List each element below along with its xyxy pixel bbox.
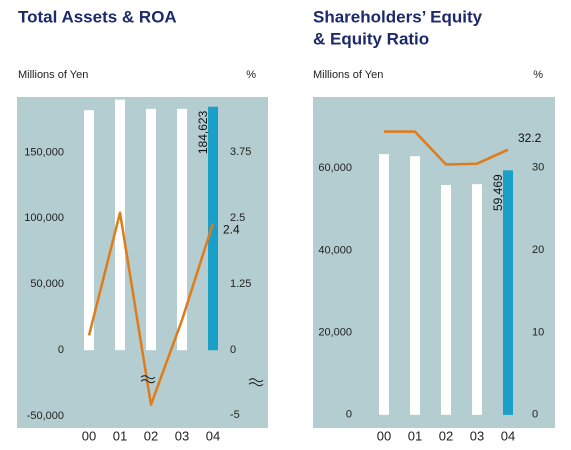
x-tick-label: 04 [206,428,220,443]
line-value-label: 32.2 [518,131,542,145]
y-tick-label: 150,000 [24,146,64,158]
axis-break [140,379,156,384]
axis-break [140,375,156,380]
y-tick-label: 50,000 [30,278,64,290]
x-tick-label: 02 [439,428,453,443]
plot-background [17,97,268,428]
bar [503,170,513,415]
line [87,211,215,406]
y-tick-label: 40,000 [318,244,352,256]
y-tick-label: 0 [58,344,64,356]
y2-tick-label: 3.75 [230,146,251,158]
bar-value-label: 184,623 [196,110,210,154]
bar [115,99,125,351]
y-tick-label: 20,000 [318,327,352,339]
x-tick-label: 02 [144,428,158,443]
y2-tick-label: 0 [230,344,236,356]
chart-title: & Equity Ratio [313,29,429,48]
x-tick-label: 03 [175,428,189,443]
bar [177,108,187,351]
chart-title: Shareholders’ Equity [313,7,483,26]
y2-tick-label: 30 [532,162,544,174]
y2-tick-label: 10 [532,326,544,338]
line [384,130,509,166]
x-tick-label: 03 [470,428,484,443]
x-tick-label: 00 [377,428,391,443]
y2-axis-label: % [533,69,543,81]
y-axis-label: Millions of Yen [18,69,88,81]
bar [410,156,420,415]
bar [84,110,94,351]
y-tick-label: 0 [346,409,352,421]
plot-background [313,97,555,428]
y2-axis-label: % [246,69,256,81]
axis-break [248,382,264,387]
bar [441,184,451,415]
y2-tick-label: 0 [532,409,538,421]
y-tick-label: -50,000 [27,410,64,422]
y2-tick-label: -5 [230,409,240,421]
chart-title: Total Assets & ROA [18,7,177,26]
y2-tick-label: 2.5 [230,212,245,224]
y2-tick-label: 1.25 [230,278,251,290]
bar [146,108,156,351]
y-tick-label: 100,000 [24,212,64,224]
x-tick-label: 04 [501,428,515,443]
bar [472,184,482,415]
x-tick-label: 01 [113,428,127,443]
line-value-label: 2.4 [223,223,240,237]
y-axis-label: Millions of Yen [313,69,383,81]
y-tick-label: 60,000 [318,162,352,174]
axis-break [248,378,264,383]
x-tick-label: 00 [82,428,96,443]
y2-tick-label: 20 [532,244,544,256]
x-tick-label: 01 [408,428,422,443]
bar-value-label: 59,469 [491,174,505,211]
bar [208,106,218,351]
bar [379,154,389,415]
